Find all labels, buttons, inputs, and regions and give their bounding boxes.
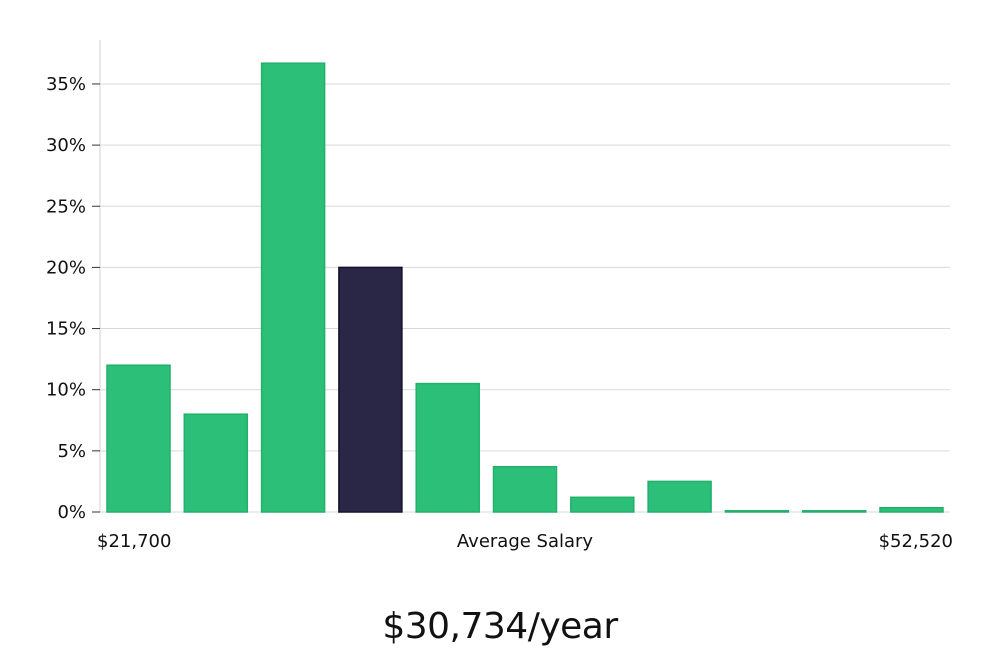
bar: [260, 62, 326, 513]
y-axis-ticks: 0% 5% 10% 15% 20% 25% 30% 35%: [46, 74, 100, 523]
x-axis-min-label: $21,700: [97, 531, 171, 552]
salary-histogram: 0% 5% 10% 15% 20% 25% 30% 35% $21,700 Average S…: [46, 40, 953, 552]
bars: [106, 62, 944, 513]
bar: [570, 496, 635, 513]
y-tick-label: 5%: [57, 441, 86, 462]
average-salary-value: $30,734/year: [382, 606, 618, 647]
y-tick-label: 25%: [46, 196, 86, 217]
bar: [724, 510, 790, 513]
y-tick-label: 15%: [46, 319, 86, 340]
y-tick-label: 30%: [46, 135, 86, 156]
y-tick-label: 20%: [46, 257, 86, 278]
bar-highlighted: [338, 266, 403, 513]
x-axis-title: Average Salary: [457, 531, 594, 552]
bar: [106, 364, 171, 513]
bar: [879, 506, 944, 513]
y-tick-label: 10%: [46, 380, 86, 401]
bar: [647, 480, 712, 513]
bar: [801, 510, 867, 513]
y-tick-label: 0%: [57, 502, 86, 523]
bar: [183, 413, 249, 513]
bar: [492, 465, 558, 513]
bar: [415, 382, 480, 513]
x-axis-max-label: $52,520: [879, 531, 953, 552]
y-tick-label: 35%: [46, 74, 86, 95]
